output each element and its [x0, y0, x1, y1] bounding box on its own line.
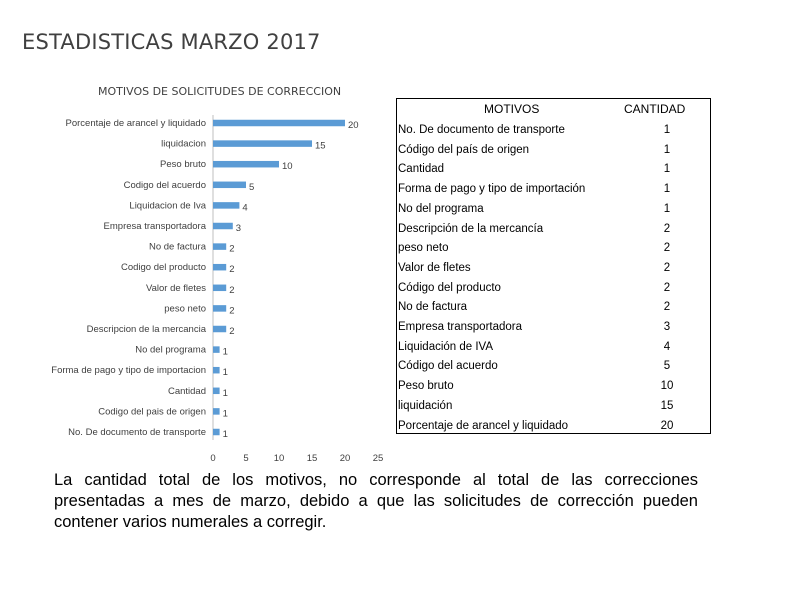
table-cell-cantidad: 1: [663, 202, 671, 215]
data-label: 1: [223, 408, 228, 419]
table-cell-motivo: Código del producto: [398, 281, 501, 294]
motivos-table: [396, 98, 711, 434]
x-tick-label: 5: [243, 453, 248, 464]
category-label: Cantidad: [168, 386, 206, 397]
bar: [213, 387, 220, 395]
table-cell-cantidad: 15: [660, 399, 674, 412]
data-label: 1: [223, 347, 228, 358]
table-cell-cantidad: 2: [663, 242, 671, 255]
table-cell-cantidad: 2: [663, 281, 671, 294]
data-label: 1: [223, 388, 228, 399]
data-label: 5: [249, 182, 254, 193]
table-cell-cantidad: 3: [663, 321, 671, 333]
category-label: liquidacion: [161, 139, 206, 150]
table-cell-cantidad: 20: [660, 419, 674, 432]
table-cell-motivo: Código del acuerdo: [398, 360, 498, 373]
category-label: No. De documento de transporte: [68, 427, 206, 438]
category-label: Codigo del pais de origen: [98, 406, 206, 417]
chart-title: MOTIVOS DE SOLICITUDES DE CORRECCION: [98, 85, 342, 98]
x-tick-label: 10: [274, 453, 285, 464]
table-cell-motivo: Liquidación de IVA: [398, 340, 494, 353]
table-cell-cantidad: 2: [663, 222, 671, 235]
data-label: 2: [229, 305, 234, 316]
table-cell-motivo: Peso bruto: [398, 380, 454, 393]
category-label: Liquidacion de Iva: [129, 200, 206, 211]
category-label: Codigo del producto: [121, 262, 206, 273]
data-label: 10: [282, 161, 293, 172]
bar: [213, 346, 220, 353]
table-cell-cantidad: 10: [660, 380, 674, 393]
table-header-cantidad: CANTIDAD: [624, 102, 686, 116]
data-label: 2: [229, 326, 234, 337]
table-cell-motivo: Forma de pago y tipo de importación: [398, 183, 586, 196]
category-label: Empresa transportadora: [104, 221, 207, 232]
bar: [213, 366, 220, 374]
bar: [213, 140, 312, 147]
category-label: peso neto: [164, 303, 206, 314]
table-cell-motivo: Cantidad: [398, 163, 445, 176]
table-cell-motivo: peso neto: [398, 242, 449, 255]
table-cell-motivo: No del programa: [398, 202, 484, 215]
data-label: 3: [236, 223, 241, 234]
data-label: 20: [348, 120, 359, 131]
table-cell-motivo: Descripción de la mercancía: [398, 222, 544, 235]
category-label: No del programa: [135, 345, 206, 356]
bar: [213, 305, 227, 312]
table-cell-motivo: Porcentaje de arancel y liquidado: [398, 419, 569, 432]
table-cell-cantidad: 1: [663, 183, 671, 196]
bar: [213, 284, 227, 292]
table-cell-motivo: Empresa transportadora: [398, 321, 523, 333]
table-cell-cantidad: 4: [663, 340, 671, 353]
bar: [213, 202, 240, 209]
category-label: Valor de fletes: [146, 283, 206, 294]
bar: [213, 408, 220, 415]
table-cell-motivo: No de factura: [398, 301, 468, 314]
category-label: Descripcion de la mercancia: [87, 324, 207, 335]
table-cell-motivo: Código del país de origen: [398, 143, 530, 156]
bar: [213, 181, 246, 189]
data-label: 2: [229, 285, 234, 296]
table-cell-motivo: liquidación: [398, 399, 453, 412]
bar: [213, 160, 279, 168]
category-label: Porcentaje de arancel y liquidado: [66, 118, 206, 129]
table-cell-cantidad: 1: [663, 143, 671, 156]
data-label: 2: [229, 244, 234, 255]
table-cell-cantidad: 2: [663, 261, 671, 274]
bar: [213, 428, 220, 436]
category-label: Codigo del acuerdo: [124, 180, 206, 191]
bar: [213, 222, 233, 230]
category-label: No de factura: [149, 242, 207, 253]
x-tick-label: 25: [373, 453, 384, 464]
data-label: 15: [315, 141, 326, 152]
table-cell-motivo: No. De documento de transporte: [398, 124, 565, 136]
x-tick-label: 15: [307, 453, 318, 464]
table-cell-motivo: Valor de fletes: [398, 261, 471, 274]
data-label: 4: [242, 202, 247, 213]
bar: [213, 119, 345, 127]
table-cell-cantidad: 1: [663, 124, 671, 136]
footnote-text: La cantidad total de los motivos, no cor…: [54, 471, 698, 531]
bar: [213, 325, 227, 333]
bar: [213, 263, 227, 271]
data-label: 1: [223, 429, 228, 440]
data-label: 1: [223, 367, 228, 378]
x-tick-label: 0: [210, 453, 215, 464]
bar: [213, 243, 227, 250]
data-label: 2: [229, 264, 234, 275]
table-cell-cantidad: 2: [663, 301, 671, 314]
table-cell-cantidad: 1: [663, 163, 671, 176]
table-header-motivos: MOTIVOS: [484, 102, 540, 116]
page-title: ESTADISTICAS MARZO 2017: [22, 30, 321, 54]
table-cell-cantidad: 5: [663, 360, 671, 373]
category-label: Forma de pago y tipo de importacion: [51, 365, 206, 376]
x-tick-label: 20: [340, 453, 351, 464]
category-label: Peso bruto: [160, 159, 206, 170]
